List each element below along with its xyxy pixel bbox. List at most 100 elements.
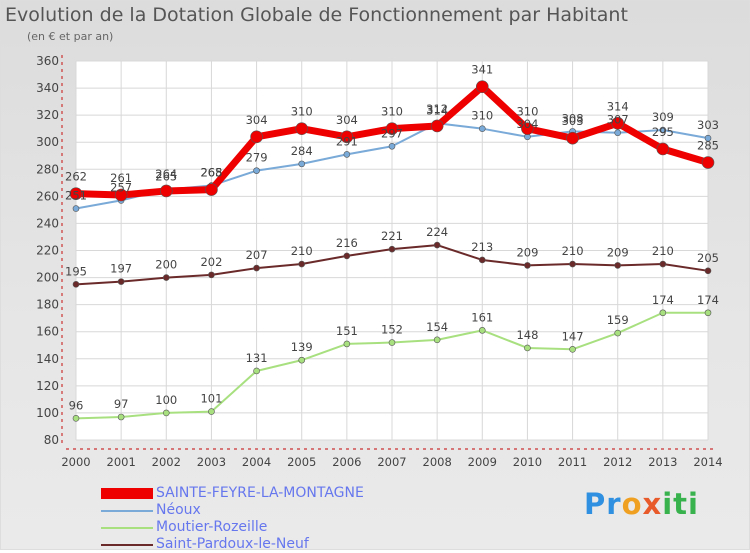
data-point (298, 356, 306, 364)
data-point (433, 241, 441, 249)
y-tick-label: 100 (36, 406, 59, 420)
data-label: 152 (381, 323, 403, 337)
x-tick-label: 2014 (693, 455, 722, 469)
x-tick-label: 2004 (242, 455, 271, 469)
data-point (253, 367, 260, 375)
data-label: 308 (562, 111, 584, 125)
data-point (340, 130, 354, 144)
y-tick-label: 140 (36, 352, 59, 366)
data-point (524, 344, 531, 352)
x-tick-label: 2010 (513, 455, 542, 469)
data-point (162, 274, 170, 281)
data-point (701, 156, 715, 169)
data-point (117, 278, 125, 285)
data-point (343, 151, 351, 158)
legend-swatch-moutier-rozeille (101, 527, 153, 529)
data-label: 304 (516, 117, 538, 131)
data-label: 174 (697, 293, 719, 307)
legend-item-neoux: Néoux (101, 502, 441, 519)
data-label: 310 (516, 105, 538, 119)
data-point (614, 262, 622, 269)
data-point (298, 260, 306, 268)
data-point (704, 309, 712, 317)
data-point (478, 256, 486, 264)
data-label: 147 (562, 329, 584, 343)
x-tick-label: 2007 (377, 455, 406, 469)
x-tick-label: 2013 (648, 455, 677, 469)
legend-item-sainte-feyre: SAINTE-FEYRE-LA-MONTAGNE (101, 485, 441, 502)
y-tick-label: 300 (36, 135, 59, 149)
data-label: 100 (155, 393, 177, 407)
data-label: 159 (607, 313, 629, 327)
data-point (614, 129, 622, 137)
data-point (614, 329, 622, 337)
data-point (162, 409, 170, 417)
data-label: 314 (607, 99, 629, 113)
data-label: 285 (697, 139, 719, 153)
data-point (521, 122, 534, 135)
chart-title: Evolution de la Dotation Globale de Fonc… (5, 4, 628, 26)
data-point (114, 188, 128, 202)
data-point (208, 408, 215, 415)
data-label: 257 (110, 180, 132, 194)
data-label-layer: 195 197 200 202 207 210 216 221 224 213 209 210 209 2… (65, 63, 719, 413)
y-tick-label: 220 (36, 244, 59, 258)
y-tick-label: 360 (36, 54, 59, 68)
data-label: 139 (291, 340, 313, 354)
data-label: 304 (246, 113, 268, 127)
data-label: 209 (607, 245, 629, 259)
y-tick-label: 120 (36, 379, 59, 393)
x-tick-label: 2008 (423, 455, 452, 469)
x-tick-label: 2003 (197, 455, 226, 469)
data-label: 251 (65, 189, 87, 203)
data-point (659, 260, 667, 268)
data-point (475, 80, 489, 94)
data-label: 307 (607, 113, 629, 127)
y-tick-label: 280 (36, 162, 59, 176)
legend-swatch-neoux (101, 510, 153, 512)
data-label: 210 (562, 244, 584, 258)
data-point (117, 413, 125, 421)
proxiti-logo: Proxiti (584, 487, 699, 521)
data-label: 97 (114, 397, 129, 411)
data-label: 310 (381, 105, 403, 119)
data-label: 297 (381, 126, 403, 140)
legend-label-saint-pardoux: Saint-Pardoux-le-Neuf (156, 536, 309, 552)
data-label: 161 (471, 310, 493, 324)
y-tick-label: 240 (36, 216, 59, 230)
data-label: 309 (652, 110, 674, 124)
legend: SAINTE-FEYRE-LA-MONTAGNE Néoux Moutier-R… (101, 485, 441, 553)
data-point (385, 122, 399, 135)
data-label: 200 (155, 258, 177, 272)
data-label: 314 (426, 103, 448, 117)
x-tick-label: 2005 (287, 455, 316, 469)
data-point (159, 184, 173, 198)
data-label: 295 (652, 125, 674, 139)
data-point (72, 281, 80, 288)
data-point (250, 130, 263, 144)
data-point (69, 187, 83, 200)
series-saint-pardoux-le-neuf (72, 241, 712, 288)
y-tick-label: 180 (36, 298, 59, 312)
data-point (478, 125, 486, 132)
data-label: 291 (336, 134, 358, 148)
data-point (388, 339, 396, 346)
data-label: 284 (291, 144, 313, 158)
data-point (524, 262, 531, 269)
data-label: 310 (471, 109, 493, 123)
x-tick-label: 2006 (332, 455, 361, 469)
data-point (569, 346, 576, 353)
data-label: 262 (65, 170, 87, 184)
data-label: 221 (381, 229, 403, 243)
data-label: 304 (336, 113, 358, 127)
data-label: 224 (426, 225, 448, 239)
axis-layer: 80 100 120 140 160 180 200 220 240 260 280 300 320 34… (36, 54, 723, 469)
data-point (478, 327, 486, 334)
data-label: 207 (246, 248, 268, 262)
data-label: 303 (562, 114, 584, 128)
data-point (205, 183, 218, 196)
x-tick-label: 2012 (603, 455, 632, 469)
data-label: 213 (471, 240, 493, 254)
data-label: 261 (110, 171, 132, 185)
